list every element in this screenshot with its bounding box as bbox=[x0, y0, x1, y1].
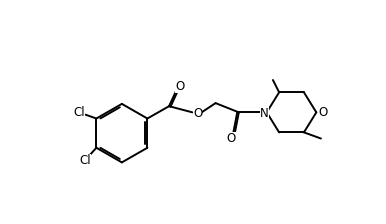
Text: N: N bbox=[260, 107, 269, 120]
Text: O: O bbox=[193, 107, 202, 120]
Text: O: O bbox=[318, 106, 327, 119]
Text: Cl: Cl bbox=[73, 106, 85, 119]
Text: Cl: Cl bbox=[79, 154, 91, 167]
Text: O: O bbox=[227, 132, 236, 145]
Text: O: O bbox=[175, 80, 185, 93]
